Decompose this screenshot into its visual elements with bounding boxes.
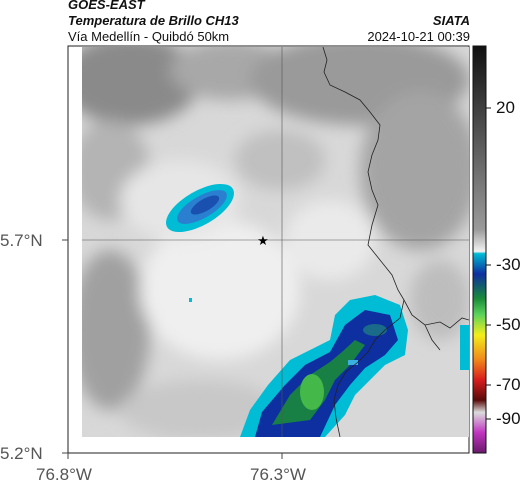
timestamp-label: 2024-10-21 00:39 <box>367 29 470 44</box>
cloud-edge-east <box>460 325 469 370</box>
colorbar-tick: -50 <box>496 315 521 334</box>
org-label: SIATA <box>432 13 470 28</box>
y-tick-label: 5.2°N <box>0 444 43 463</box>
boundary-line <box>424 324 441 351</box>
colorbar-tick: -30 <box>496 255 521 274</box>
colorbar-tick: 20 <box>496 98 515 117</box>
region-label: Vía Medellín - Quibdó 50km <box>68 29 230 44</box>
colorbar-tick: -90 <box>496 409 521 428</box>
colorbar-tick: -70 <box>496 375 521 394</box>
x-tick-label: 76.8°W <box>36 465 92 484</box>
y-tick-label: 5.7°N <box>0 231 43 250</box>
satellite-title: GOES-EAST <box>68 0 145 12</box>
satellite-imagery <box>82 47 469 437</box>
star-icon: ★ <box>257 234 269 249</box>
x-tick-label: 76.3°W <box>250 465 306 484</box>
product-title: Temperatura de Brillo CH13 <box>68 13 239 28</box>
cloud-cell-west <box>166 183 234 233</box>
boundary-line <box>403 299 469 329</box>
boundary-line <box>322 47 405 437</box>
colorbar <box>472 45 487 454</box>
